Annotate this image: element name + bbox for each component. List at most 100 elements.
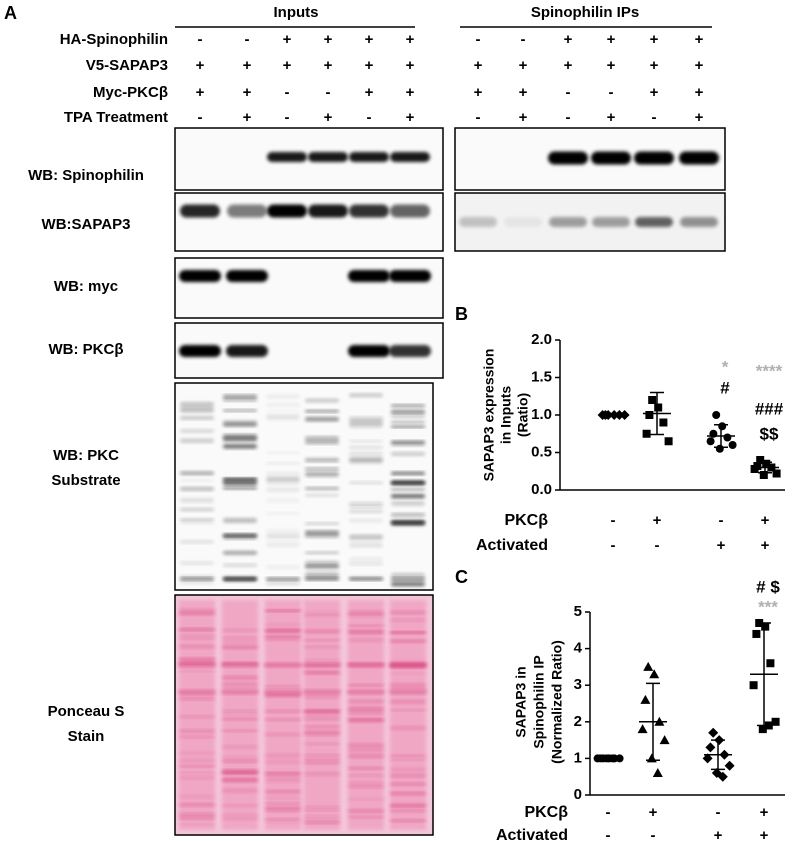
sign: -	[566, 84, 571, 101]
band	[222, 647, 258, 649]
sign: -	[198, 109, 203, 126]
blot-label: Substrate	[51, 472, 120, 489]
y-axis-label: in Inputs	[498, 386, 514, 445]
sign: +	[406, 31, 415, 48]
band	[349, 481, 383, 485]
band	[223, 486, 257, 489]
sign: +	[196, 57, 205, 74]
sign: +	[695, 57, 704, 74]
point	[717, 771, 728, 782]
band	[180, 407, 214, 413]
sign: -	[198, 31, 203, 48]
band	[179, 715, 215, 719]
point	[705, 742, 716, 753]
sign: +	[474, 84, 483, 101]
annotation: ***	[758, 597, 778, 616]
band	[222, 759, 258, 763]
band	[304, 717, 340, 721]
y-tick-label: 1	[574, 749, 582, 766]
point	[640, 694, 651, 704]
sign: +	[717, 537, 726, 554]
band	[180, 521, 214, 525]
sign: +	[196, 84, 205, 101]
band	[391, 421, 425, 424]
band	[179, 823, 215, 826]
sign: +	[650, 84, 659, 101]
lane	[265, 600, 301, 830]
y-axis-label: (Normalized Ratio)	[549, 640, 565, 764]
y-tick-label: 3	[574, 676, 582, 693]
band	[180, 574, 214, 578]
band	[266, 581, 300, 585]
sign: +	[650, 31, 659, 48]
blot-label: WB: PKC	[53, 447, 119, 464]
band	[304, 725, 340, 729]
band	[349, 577, 383, 581]
sign: +	[283, 57, 292, 74]
y-tick-label: 4	[574, 640, 583, 657]
sign: -	[651, 827, 656, 841]
band	[223, 444, 257, 449]
band	[349, 562, 383, 566]
band	[391, 494, 425, 498]
band	[305, 456, 339, 459]
condition-label: PKCβ	[504, 512, 548, 529]
sign: -	[326, 84, 331, 101]
band	[265, 771, 301, 773]
point	[771, 717, 780, 726]
sign: -	[285, 84, 290, 101]
annotation: *	[722, 357, 729, 376]
annotation: $$	[760, 424, 779, 443]
band	[179, 803, 215, 807]
band	[349, 458, 383, 464]
band	[391, 410, 425, 414]
band	[223, 434, 257, 438]
band	[304, 645, 340, 649]
band	[592, 217, 630, 227]
group-title: Spinophilin IPs	[531, 4, 639, 21]
sign: -	[655, 537, 660, 554]
band	[222, 716, 258, 720]
band	[349, 393, 383, 398]
condition-label: Activated	[496, 827, 568, 841]
band	[180, 577, 214, 581]
point	[645, 411, 654, 419]
annotation: #	[720, 378, 730, 397]
sign: +	[406, 109, 415, 126]
band	[304, 710, 340, 714]
band	[265, 781, 301, 783]
band	[390, 631, 426, 634]
band	[179, 628, 215, 632]
band	[223, 550, 257, 556]
band	[391, 441, 425, 446]
y-axis-label: SAPAP3 expression	[481, 349, 497, 482]
point	[708, 727, 719, 738]
sign: -	[476, 109, 481, 126]
band	[266, 535, 300, 540]
band	[265, 623, 301, 626]
point	[643, 661, 654, 671]
band	[390, 204, 430, 218]
band	[179, 816, 215, 820]
blot	[174, 257, 444, 319]
band	[391, 513, 425, 517]
band	[391, 404, 425, 408]
treatment-label: Myc-PKCβ	[93, 84, 168, 101]
lane	[348, 600, 384, 830]
point	[637, 724, 648, 734]
band	[267, 152, 307, 162]
band	[349, 152, 389, 162]
band	[305, 522, 339, 525]
band	[389, 690, 427, 694]
band	[265, 796, 301, 799]
band	[548, 151, 588, 165]
band	[304, 757, 340, 760]
band	[222, 640, 258, 644]
sign: +	[519, 109, 528, 126]
point	[715, 444, 724, 453]
band	[391, 471, 425, 475]
point	[759, 471, 768, 479]
band	[349, 535, 383, 541]
band	[305, 577, 339, 581]
point	[758, 725, 767, 734]
